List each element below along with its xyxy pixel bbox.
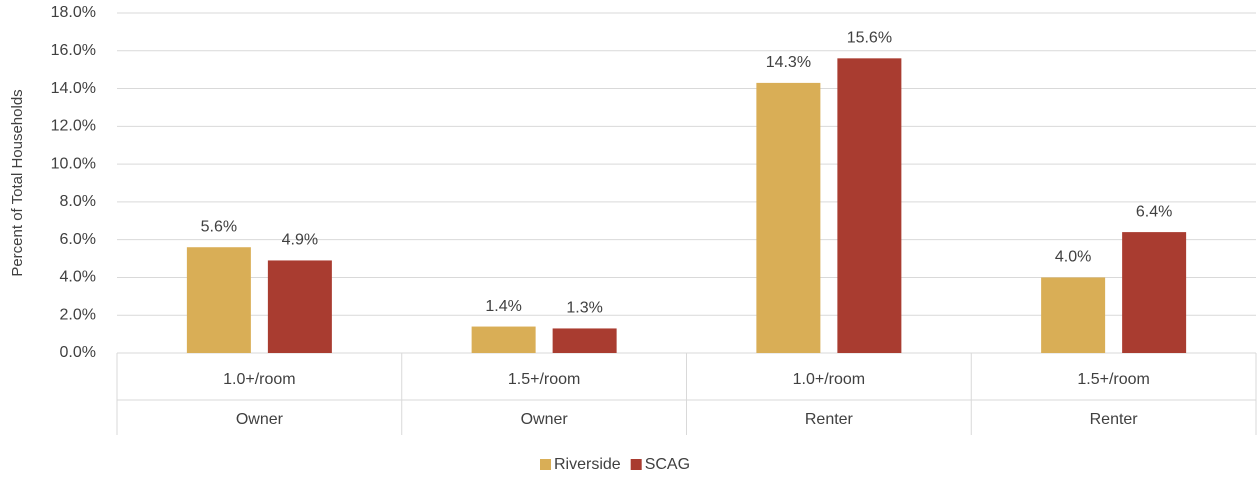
x-group-label: Owner [236, 411, 284, 428]
legend-label: Riverside [554, 456, 621, 473]
data-label: 4.0% [1055, 249, 1091, 266]
bar [756, 82, 821, 353]
bar [1122, 232, 1187, 353]
x-tick-label: 1.5+/room [1077, 371, 1149, 388]
y-tick-label: 0.0% [60, 344, 96, 361]
x-tick-label: 1.0+/room [223, 371, 295, 388]
bar [267, 260, 332, 353]
x-group-label: Renter [805, 411, 854, 428]
y-tick-label: 8.0% [60, 193, 96, 210]
bar [552, 328, 617, 353]
data-label: 5.6% [201, 218, 237, 235]
y-tick-label: 14.0% [51, 80, 96, 97]
y-tick-label: 12.0% [51, 118, 96, 135]
x-tick-label: 1.0+/room [793, 371, 865, 388]
x-group-label: Owner [521, 411, 569, 428]
x-tick-label: 1.5+/room [508, 371, 580, 388]
y-tick-label: 2.0% [60, 306, 96, 323]
data-label: 4.9% [282, 232, 318, 249]
bar [1041, 277, 1106, 353]
data-label: 6.4% [1136, 203, 1172, 220]
bar [837, 58, 902, 353]
y-tick-label: 4.0% [60, 269, 96, 286]
y-tick-label: 16.0% [51, 42, 96, 59]
legend-label: SCAG [645, 456, 690, 473]
bar [471, 326, 536, 353]
data-label: 14.3% [766, 54, 811, 71]
y-tick-label: 6.0% [60, 231, 96, 248]
x-group-label: Renter [1090, 411, 1139, 428]
legend-swatch [540, 459, 551, 470]
bar [186, 247, 251, 353]
y-axis-label: Percent of Total Households [9, 89, 26, 276]
y-tick-label: 18.0% [51, 4, 96, 21]
y-tick-label: 10.0% [51, 155, 96, 172]
data-label: 15.6% [847, 30, 892, 47]
data-label: 1.4% [485, 298, 521, 315]
data-label: 1.3% [566, 300, 602, 317]
legend-swatch [630, 459, 642, 470]
